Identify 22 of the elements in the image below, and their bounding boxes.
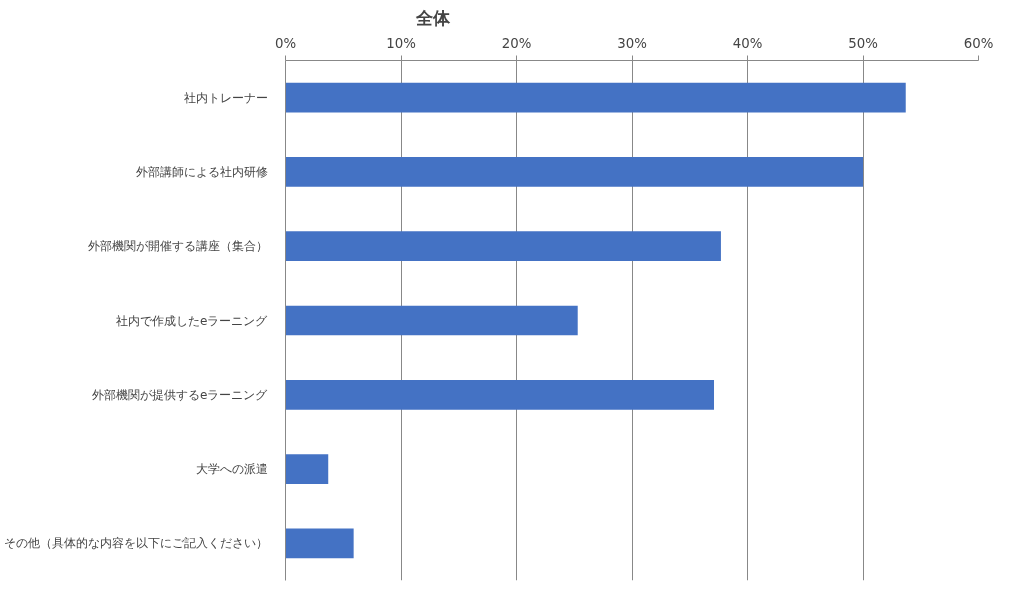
y-tick-label: 外部機関が提供するeラーニング xyxy=(92,387,269,402)
bar xyxy=(285,528,354,559)
bar xyxy=(285,454,329,484)
x-tick-label: 50% xyxy=(848,35,878,51)
x-tick-label: 20% xyxy=(501,35,532,51)
x-tick-label: 10% xyxy=(386,35,416,51)
x-tick-label: 0% xyxy=(274,35,297,51)
x-tick-label: 40% xyxy=(732,35,763,51)
bar xyxy=(285,305,578,336)
bar xyxy=(285,157,863,187)
y-tick-label: その他（具体的な内容を以下にご記入ください） xyxy=(3,536,268,551)
bar xyxy=(285,231,721,262)
x-tick-label: 60% xyxy=(963,35,994,51)
x-tick-label: 30% xyxy=(617,35,647,51)
y-tick-label: 社内で作成したeラーニング xyxy=(116,313,269,328)
chart-title: 全体 xyxy=(414,7,451,28)
y-tick-label: 社内トレーナー xyxy=(183,90,268,105)
bar xyxy=(285,82,906,113)
y-tick-label: 外部機関が開催する講座（集合） xyxy=(87,239,268,254)
y-tick-label: 外部講師による社内研修 xyxy=(135,164,268,179)
y-tick-label: 大学への派遣 xyxy=(195,462,268,477)
bar xyxy=(285,379,715,410)
